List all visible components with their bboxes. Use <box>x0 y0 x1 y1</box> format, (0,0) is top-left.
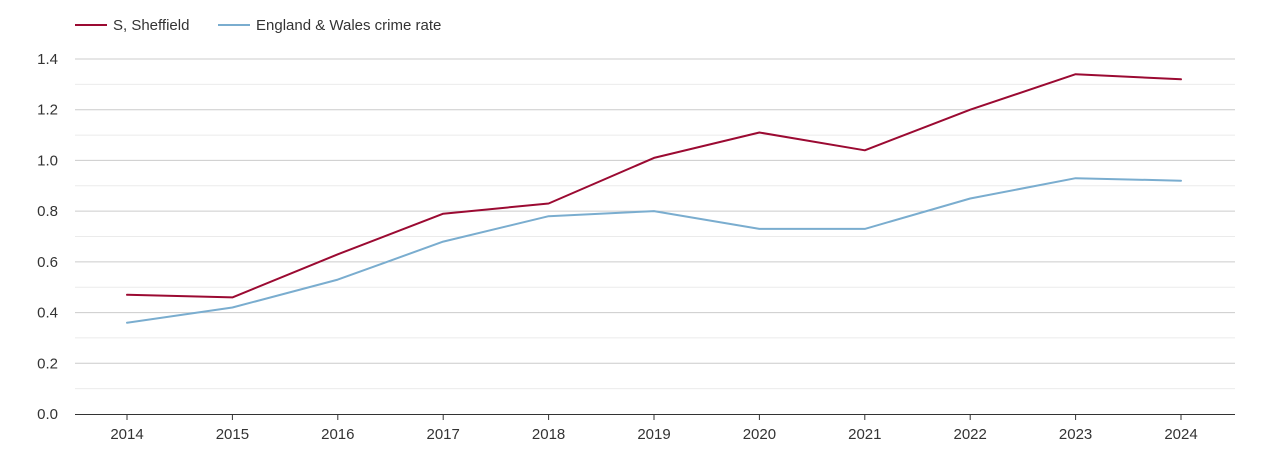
y-tick-label: 1.4 <box>37 51 58 68</box>
x-tick-label: 2024 <box>1164 426 1197 443</box>
series-line-sheffield <box>126 73 1182 299</box>
legend: S, Sheffield England & Wales crime rate <box>75 17 441 34</box>
y-tick-label: 0.0 <box>37 406 58 423</box>
y-tick-label: 1.2 <box>37 102 58 119</box>
x-tick-label: 2021 <box>848 426 881 443</box>
series-line-england-wales <box>126 177 1182 324</box>
y-tick-label: 0.8 <box>37 203 58 220</box>
x-axis: 2014 2015 2016 2017 2018 2019 2020 2021 2022 2023… <box>75 414 1235 443</box>
y-tick-label: 0.2 <box>37 355 58 372</box>
legend-label: S, Sheffield <box>113 17 189 34</box>
x-tick-label: 2023 <box>1059 426 1092 443</box>
gridlines <box>75 58 1235 390</box>
legend-label: England & Wales crime rate <box>256 17 441 34</box>
y-tick-label: 1.0 <box>37 152 58 169</box>
x-tick-label: 2020 <box>743 426 776 443</box>
y-axis: 0.0 0.2 0.4 0.6 0.8 1.0 1.2 1.4 <box>37 51 58 423</box>
x-tick-label: 2017 <box>427 426 460 443</box>
series-lines <box>126 73 1182 324</box>
x-tick-label: 2019 <box>637 426 670 443</box>
y-tick-label: 0.4 <box>37 305 58 322</box>
x-tick-label: 2014 <box>110 426 143 443</box>
x-tick-label: 2015 <box>216 426 249 443</box>
x-tick-label: 2018 <box>532 426 565 443</box>
y-tick-label: 0.6 <box>37 254 58 271</box>
x-tick-label: 2016 <box>321 426 354 443</box>
x-tick-label: 2022 <box>954 426 987 443</box>
